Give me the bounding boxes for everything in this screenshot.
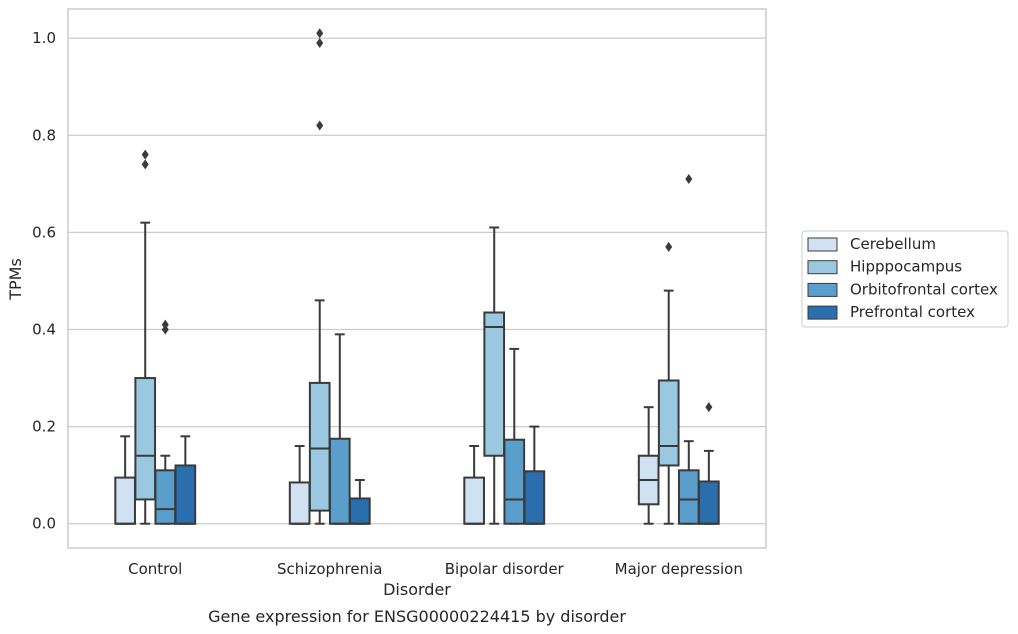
box-series-group: [114, 28, 720, 525]
y-tick-label: 0.6: [32, 223, 56, 241]
chart-caption: Gene expression for ENSG00000224415 by d…: [208, 607, 626, 626]
box-element: [483, 226, 506, 525]
box-element: [657, 241, 680, 525]
y-tick-label: 0.4: [32, 320, 56, 338]
legend-item: Hipppocampus: [807, 258, 962, 276]
legend-swatch: [807, 282, 838, 297]
y-tick-label: 0.0: [32, 515, 56, 533]
box-element: [677, 173, 700, 525]
legend-item: Cerebellum: [807, 235, 936, 253]
box-iqr: [677, 469, 700, 525]
box-iqr: [698, 480, 720, 525]
box-iqr: [523, 470, 546, 525]
box-iqr: [154, 469, 177, 525]
box-iqr: [328, 437, 351, 525]
legend-label: Cerebellum: [850, 235, 936, 253]
box-iqr: [174, 464, 197, 525]
outlier-point: [141, 159, 149, 170]
box-iqr: [657, 379, 680, 467]
x-tick-labels: Control Schizophrenia Bipolar disorder Majo…: [128, 560, 743, 578]
box-iqr: [114, 476, 136, 525]
y-axis-label: TPMs: [6, 258, 25, 301]
outlier-point: [161, 319, 169, 330]
legend-item: Orbitofrontal cortex: [807, 280, 998, 298]
box-element: [328, 333, 351, 525]
plot-frame: [67, 8, 767, 549]
outlier-point: [316, 37, 324, 48]
legend-label: Prefrontal cortex: [850, 303, 975, 321]
box-iqr: [463, 476, 485, 525]
outlier-point: [665, 241, 673, 252]
y-tick-label: 1.0: [32, 29, 56, 47]
box-element: [114, 435, 136, 525]
x-axis-label: Disorder: [383, 580, 451, 599]
box-iqr: [134, 377, 157, 501]
box-iqr: [308, 381, 331, 512]
legend-label: Hipppocampus: [850, 258, 962, 276]
x-tick-label: Schizophrenia: [277, 560, 382, 578]
series-prefrontal-cortex: [174, 402, 720, 525]
legend-swatch: [807, 260, 838, 275]
series-hipppocampus: [134, 28, 680, 525]
legend-frame: [801, 230, 1009, 328]
x-tick-label: Bipolar disorder: [445, 560, 565, 578]
box-element: [154, 319, 177, 525]
box-element: [288, 445, 311, 525]
y-tick-labels: 0.0 0.2 0.4 0.6 0.8 1.0: [32, 29, 56, 533]
y-tick-label: 0.2: [32, 418, 56, 436]
y-tick-label: 0.8: [32, 126, 56, 144]
x-tick-label: Major depression: [615, 560, 743, 578]
outlier-point: [141, 149, 149, 160]
box-element: [698, 402, 720, 525]
legend: Cerebellum Hipppocampus Orbitofrontal cort…: [801, 230, 1009, 328]
box-element: [174, 435, 197, 525]
outlier-point: [316, 120, 324, 131]
box-iqr: [349, 497, 371, 525]
box-iqr: [288, 481, 311, 525]
legend-swatch: [807, 305, 838, 320]
box-element: [349, 479, 371, 525]
outlier-point: [316, 28, 324, 39]
box-element: [523, 425, 546, 525]
outlier-point: [685, 173, 693, 184]
box-iqr: [503, 438, 526, 525]
box-element: [637, 406, 660, 525]
legend-swatch: [807, 237, 838, 252]
legend-item: Prefrontal cortex: [807, 303, 975, 321]
box-element: [134, 149, 157, 525]
x-tick-label: Control: [128, 560, 182, 578]
box-element: [503, 347, 526, 525]
outlier-point: [705, 402, 713, 413]
box-element: [463, 445, 485, 525]
box-iqr: [483, 311, 506, 457]
series-cerebellum: [114, 406, 660, 525]
series-orbitofrontal-cortex: [154, 173, 700, 525]
legend-label: Orbitofrontal cortex: [850, 280, 998, 298]
box-element: [308, 28, 331, 525]
